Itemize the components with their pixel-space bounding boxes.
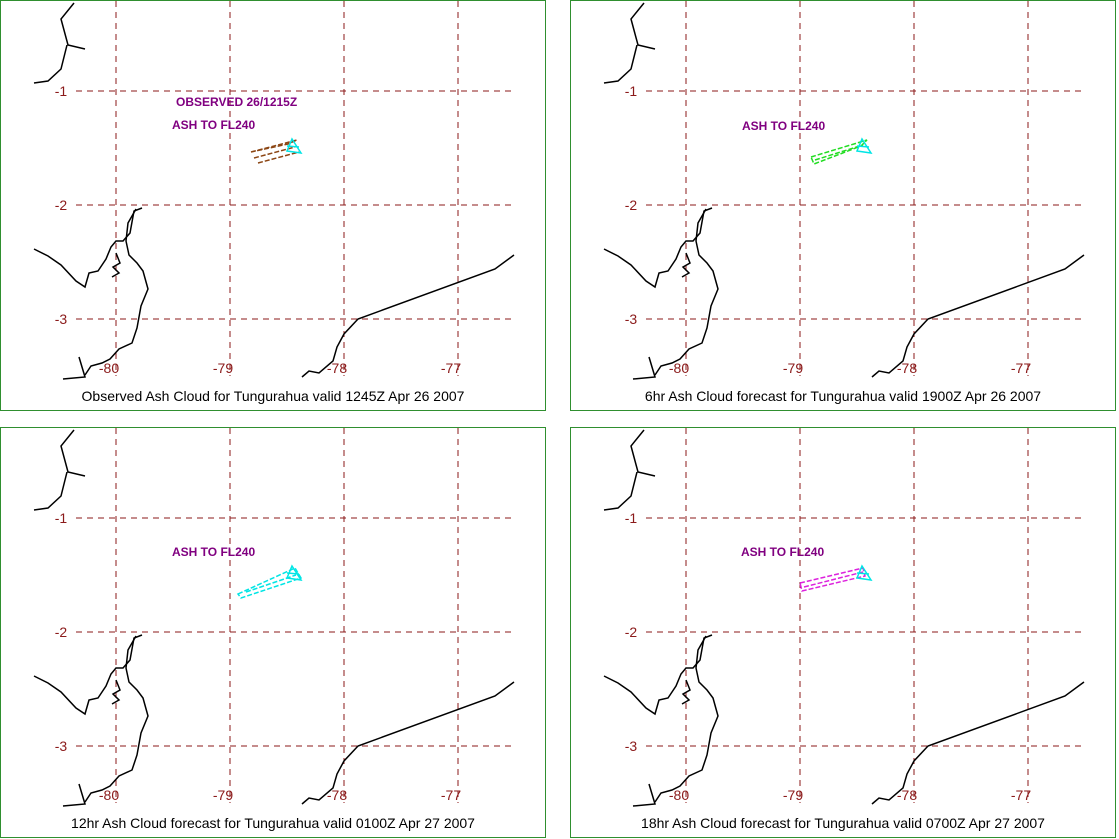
lat-label: -2 <box>55 624 68 640</box>
lat-label: -1 <box>55 510 68 526</box>
lat-lon-grid <box>76 428 511 803</box>
lon-labels: -80 -79 -78 -77 <box>99 787 461 803</box>
map-canvas: -80 -79 -78 -77 -1 -2 -3 ASH TO FL240 <box>603 428 1085 807</box>
lon-label: -80 <box>99 787 119 803</box>
panel-caption: 18hr Ash Cloud forecast for Tungurahua v… <box>641 815 1045 831</box>
ash-cloud <box>809 139 868 165</box>
ash-cloud <box>236 567 303 599</box>
coastline <box>33 2 515 380</box>
lon-label: -78 <box>897 787 917 803</box>
panel-caption: 6hr Ash Cloud forecast for Tungurahua va… <box>644 388 1042 404</box>
lat-labels: -1 -2 -3 <box>55 510 68 754</box>
lon-labels: -80 -79 -78 -77 <box>99 360 461 376</box>
coastline <box>603 2 1085 380</box>
lat-label: -2 <box>625 197 638 213</box>
lon-labels: -80 -79 -78 -77 <box>669 787 1031 803</box>
lat-lon-grid <box>646 428 1081 803</box>
lon-label: -79 <box>783 787 803 803</box>
lat-labels: -1 -2 -3 <box>625 510 638 754</box>
volcano-marker <box>855 564 873 581</box>
map-panel-observed: -80 -79 -78 -77 -1 -2 -3 OBSERVED 26/121… <box>0 0 546 411</box>
lat-labels: -1 -2 -3 <box>625 83 638 327</box>
volcano-marker <box>285 137 303 154</box>
lat-lon-grid <box>76 1 511 376</box>
lon-label: -80 <box>669 787 689 803</box>
lat-labels: -1 -2 -3 <box>55 83 68 327</box>
lon-label: -79 <box>783 360 803 376</box>
lat-label: -3 <box>625 738 638 754</box>
lon-label: -79 <box>213 787 233 803</box>
lon-label: -77 <box>1011 360 1031 376</box>
lat-label: -2 <box>625 624 638 640</box>
lon-label: -78 <box>327 787 347 803</box>
map-panel-6hr: -80 -79 -78 -77 -1 -2 -3 ASH TO FL240 6h… <box>570 0 1116 411</box>
map-canvas: -80 -79 -78 -77 -1 -2 -3 ASH TO FL240 <box>603 1 1085 380</box>
ash-height-annotation: ASH TO FL240 <box>742 119 825 133</box>
lon-label: -77 <box>1011 787 1031 803</box>
lon-labels: -80 -79 -78 -77 <box>669 360 1031 376</box>
coastline <box>603 429 1085 807</box>
map-canvas: -80 -79 -78 -77 -1 -2 -3 ASH TO FL240 <box>33 428 515 807</box>
panel-caption: 12hr Ash Cloud forecast for Tungurahua v… <box>71 815 475 831</box>
lat-lon-grid <box>646 1 1081 376</box>
map-panel-12hr: -80 -79 -78 -77 -1 -2 -3 ASH TO FL240 12… <box>0 427 546 838</box>
lat-label: -1 <box>625 510 638 526</box>
map-canvas: -80 -79 -78 -77 -1 -2 -3 OBSERVED 26/121… <box>33 1 515 380</box>
map-panel-18hr: -80 -79 -78 -77 -1 -2 -3 ASH TO FL240 18… <box>570 427 1116 838</box>
lat-label: -1 <box>55 83 68 99</box>
lon-label: -80 <box>669 360 689 376</box>
lat-label: -3 <box>55 311 68 327</box>
ash-cloud <box>799 567 866 592</box>
lon-label: -78 <box>327 360 347 376</box>
lon-label: -77 <box>441 360 461 376</box>
lon-label: -78 <box>897 360 917 376</box>
ash-height-annotation: ASH TO FL240 <box>741 545 824 559</box>
volcano-marker <box>855 137 873 154</box>
lon-label: -80 <box>99 360 119 376</box>
volcano-marker <box>285 564 303 581</box>
lat-label: -3 <box>55 738 68 754</box>
panel-caption: Observed Ash Cloud for Tungurahua valid … <box>81 388 465 404</box>
lat-label: -1 <box>625 83 638 99</box>
lon-label: -77 <box>441 787 461 803</box>
lon-label: -79 <box>213 360 233 376</box>
lat-label: -3 <box>625 311 638 327</box>
ash-height-annotation: ASH TO FL240 <box>172 545 255 559</box>
ash-height-annotation: ASH TO FL240 <box>172 118 255 132</box>
observation-annotation: OBSERVED 26/1215Z <box>176 95 297 109</box>
coastline <box>33 429 515 807</box>
lat-label: -2 <box>55 197 68 213</box>
